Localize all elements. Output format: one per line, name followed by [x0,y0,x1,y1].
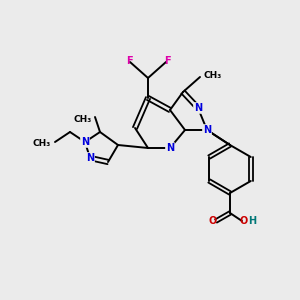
Text: O: O [209,216,217,226]
Text: F: F [164,56,170,66]
Text: N: N [166,143,174,153]
Text: CH₃: CH₃ [33,139,51,148]
Text: H: H [248,216,256,226]
Text: F: F [126,56,132,66]
Text: N: N [194,103,202,113]
Text: N: N [203,125,211,135]
Text: N: N [81,137,89,147]
Text: CH₃: CH₃ [204,70,222,80]
Text: N: N [86,153,94,163]
Text: CH₃: CH₃ [74,115,92,124]
Text: O: O [240,216,248,226]
